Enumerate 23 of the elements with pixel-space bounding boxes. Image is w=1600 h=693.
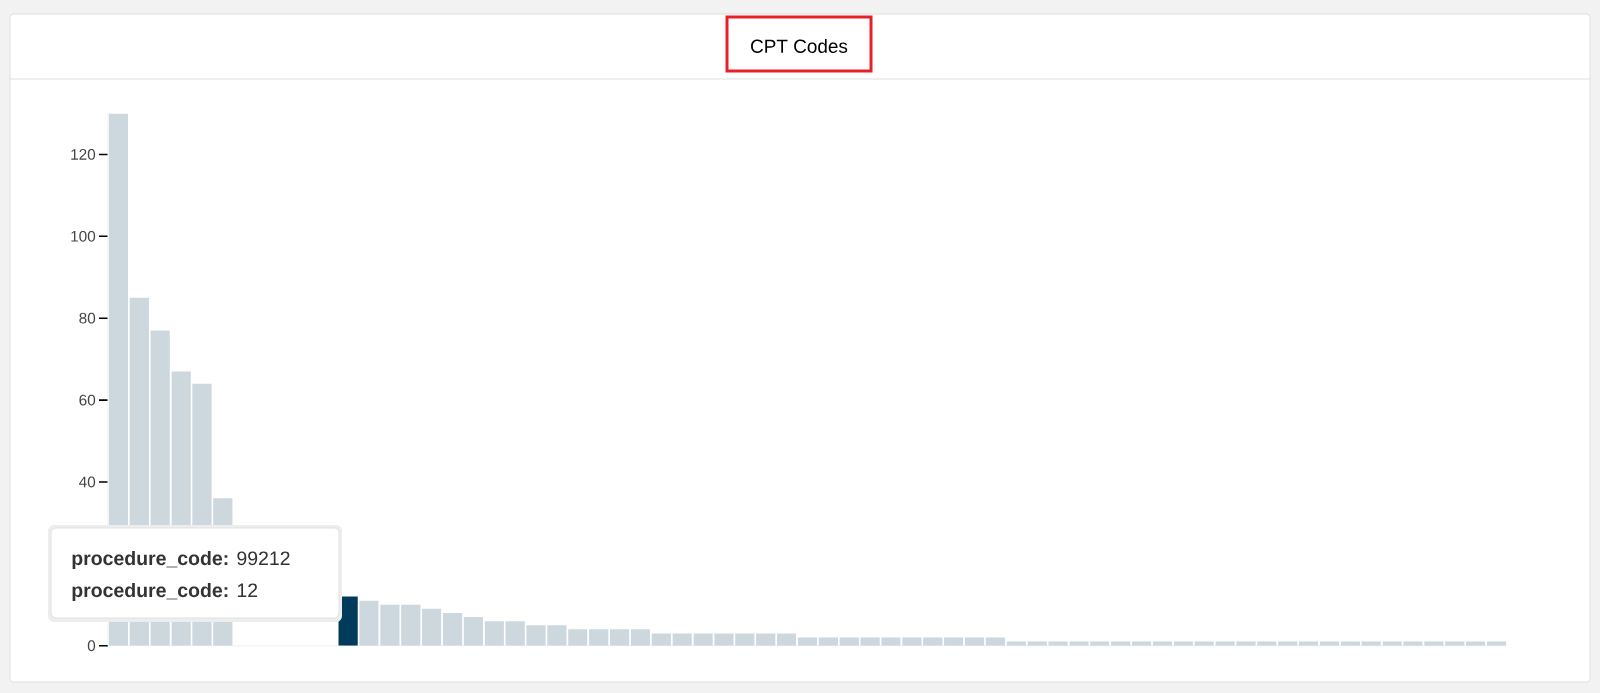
bar [463, 617, 484, 646]
bar [589, 629, 609, 646]
bar [777, 633, 797, 646]
bar [359, 600, 379, 646]
annotation: procedure_code: 99212 [72, 550, 290, 570]
y-tick-label: 120 [71, 149, 96, 160]
annotation: procedure_code: 12 [72, 582, 258, 602]
bar [484, 621, 504, 646]
bar [401, 604, 421, 646]
bar [630, 629, 651, 646]
y-tick-label: 40 [79, 476, 96, 488]
y-tick-label: 80 [79, 312, 96, 324]
y-tick-label: 60 [79, 394, 96, 406]
bar [756, 633, 776, 646]
bar [422, 608, 442, 646]
bar [380, 604, 400, 646]
bar [442, 612, 463, 646]
bar [609, 629, 630, 646]
y-tick-label: 0 [87, 640, 96, 652]
bar [651, 633, 671, 646]
bar [672, 633, 692, 646]
chart-title: CPT Codes [751, 39, 848, 53]
y-tick-label: 100 [71, 230, 96, 242]
